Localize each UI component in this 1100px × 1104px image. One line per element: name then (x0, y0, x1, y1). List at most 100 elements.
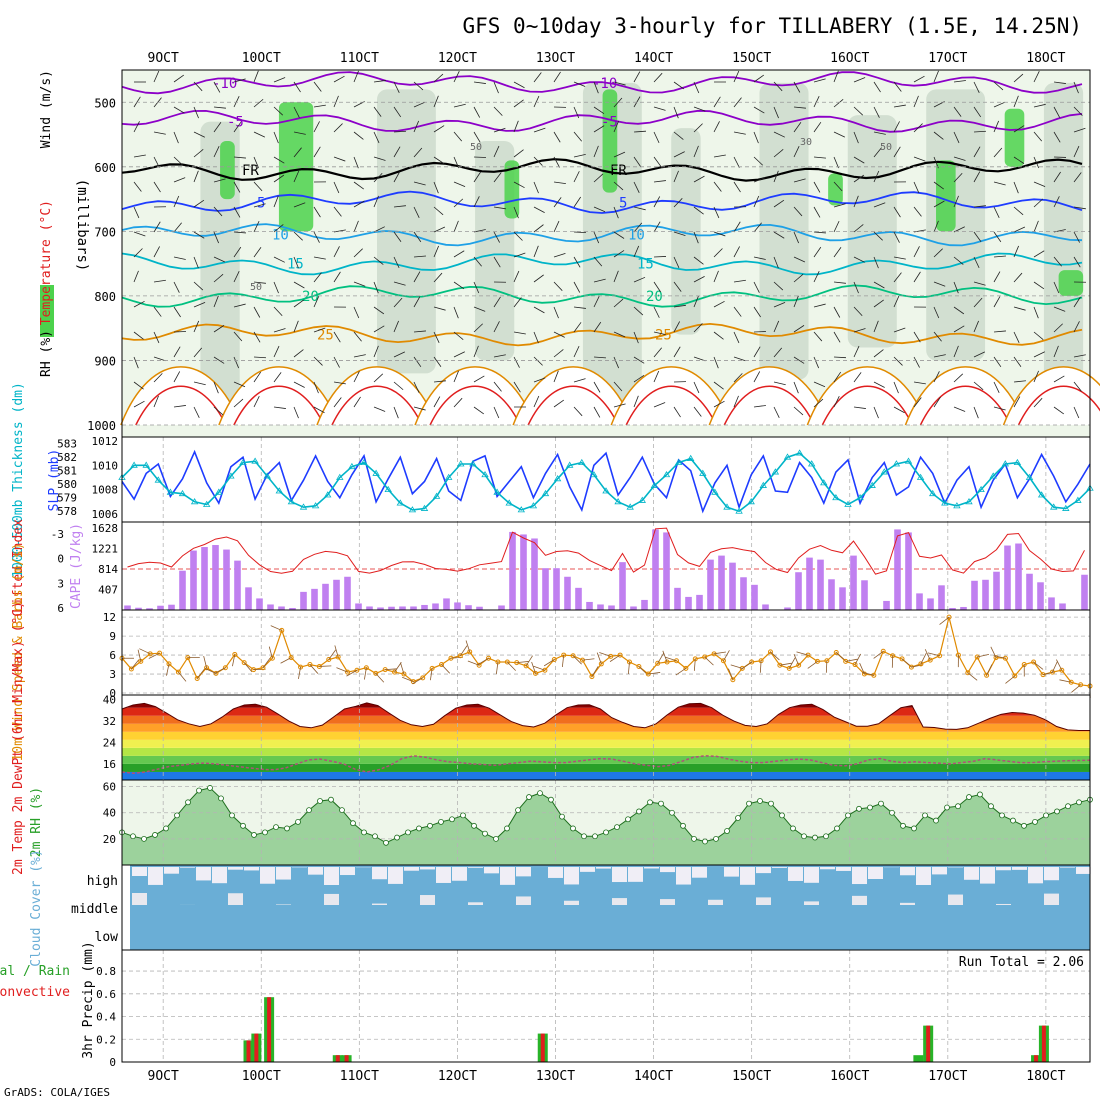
wind-ytick: 6 (109, 649, 116, 662)
cloud-row-label: low (95, 930, 119, 945)
rh-marker (945, 805, 950, 810)
cloud-mid-block (996, 904, 1011, 905)
precip-conv-bar (541, 1034, 545, 1062)
wind-ytick: 3 (109, 668, 116, 681)
isotherm-label: -10 (592, 76, 617, 92)
cape-bar (201, 547, 208, 610)
cape-bar (278, 606, 285, 610)
rh-marker (989, 804, 994, 809)
rh-marker (373, 834, 378, 839)
rh-marker (890, 810, 895, 815)
cape-bar (366, 606, 373, 610)
cloud-mid-block (660, 899, 675, 905)
rh-marker (846, 813, 851, 818)
time-tick-top: 13OCT (536, 51, 575, 66)
temp-band (122, 772, 1090, 780)
cape-label: CAPE (J/kg) (69, 523, 84, 609)
cape-bar (828, 579, 835, 610)
cape-bar (553, 568, 560, 610)
time-tick-bottom: 12OCT (438, 1069, 477, 1084)
cape-bar (168, 605, 175, 610)
cape-bar (509, 532, 516, 610)
cloud-high-block (852, 867, 867, 884)
rh-marker (681, 823, 686, 828)
cloud-high-block (772, 867, 787, 868)
rh-contour-label: 30 (800, 137, 812, 148)
isotherm-label: FR (610, 163, 627, 179)
rh-marker (703, 839, 708, 844)
wind-barb-10m (197, 669, 204, 679)
cape-bar (927, 598, 934, 610)
rh-marker (428, 823, 433, 828)
rh-marker (318, 798, 323, 803)
cape-ytick: 1221 (92, 543, 119, 556)
time-tick-bottom: 15OCT (732, 1069, 771, 1084)
cloud-high-block (612, 867, 627, 882)
li-ytick: 6 (57, 602, 64, 615)
time-tick-top: 10OCT (242, 51, 281, 66)
cape-bar (1059, 603, 1066, 610)
rh-contour-label: 50 (250, 282, 262, 293)
cloud-high-block (564, 867, 579, 884)
cape-bar (1015, 544, 1022, 610)
li-ytick: -3 (51, 528, 64, 541)
wind-barb-10m (658, 653, 664, 663)
rh-marker (241, 823, 246, 828)
cloud-label: Cloud Cover (%) (29, 849, 44, 966)
cape-bar (498, 605, 505, 610)
cloud-high-block (868, 867, 883, 879)
cape-bar (762, 604, 769, 610)
wind-barb-10m (263, 658, 270, 668)
cloud-high-block (484, 867, 499, 873)
rh-marker (934, 818, 939, 823)
cape-bar (454, 602, 461, 610)
cloud-mid-block (420, 895, 435, 905)
rh-marker (505, 826, 510, 831)
wind-ytick: 12 (103, 611, 116, 624)
cloud-mid-block (1044, 894, 1059, 905)
cloud-high-block (804, 867, 819, 883)
cape-bar (696, 595, 703, 610)
rh-marker (1022, 823, 1027, 828)
temp-band (122, 748, 1090, 756)
time-tick-bottom: 13OCT (536, 1069, 575, 1084)
temp-band (122, 697, 1090, 708)
upper-ytick-label: 700 (94, 225, 116, 239)
cloud-high-block (676, 867, 691, 885)
cape-bar (971, 581, 978, 610)
rh-marker (362, 830, 367, 835)
temp-band (122, 716, 1090, 724)
rh-high-region (1005, 109, 1025, 167)
cape-bar (432, 603, 439, 610)
rh-marker (736, 815, 741, 820)
cloud-mid-block (372, 904, 387, 905)
rh-marker (395, 835, 400, 840)
wind-barb-10m (442, 665, 450, 674)
rh-marker (626, 817, 631, 822)
cloud-mid-block (276, 904, 291, 905)
wind-frame (122, 610, 1090, 695)
temp-band (122, 708, 1090, 716)
cape-bar (399, 606, 406, 610)
cape-bar (795, 572, 802, 610)
rh-marker (527, 795, 532, 800)
rh-marker (230, 813, 235, 818)
precip-ytick: 0.2 (96, 1033, 116, 1046)
rh-high-region (220, 141, 235, 199)
cloud-high-block (756, 867, 771, 873)
precip-conv-bar (345, 1055, 349, 1062)
cape-bar (630, 606, 637, 610)
cape-bar (531, 538, 538, 610)
rh-marker (714, 836, 719, 841)
temp-label: 2m Temp 2m DewPt (6hr Min/Max) (°C) (11, 601, 26, 875)
cape-bar (1004, 546, 1011, 610)
time-tick-bottom: 14OCT (634, 1069, 673, 1084)
precip-ytick: 0.6 (96, 988, 116, 1001)
thickness-frame (122, 437, 1090, 522)
cape-bar (674, 588, 681, 610)
wind-barb-10m (402, 677, 413, 681)
rh-marker (186, 800, 191, 805)
cape-bar (982, 580, 989, 610)
rh-marker (857, 806, 862, 811)
rh-marker (384, 840, 389, 845)
